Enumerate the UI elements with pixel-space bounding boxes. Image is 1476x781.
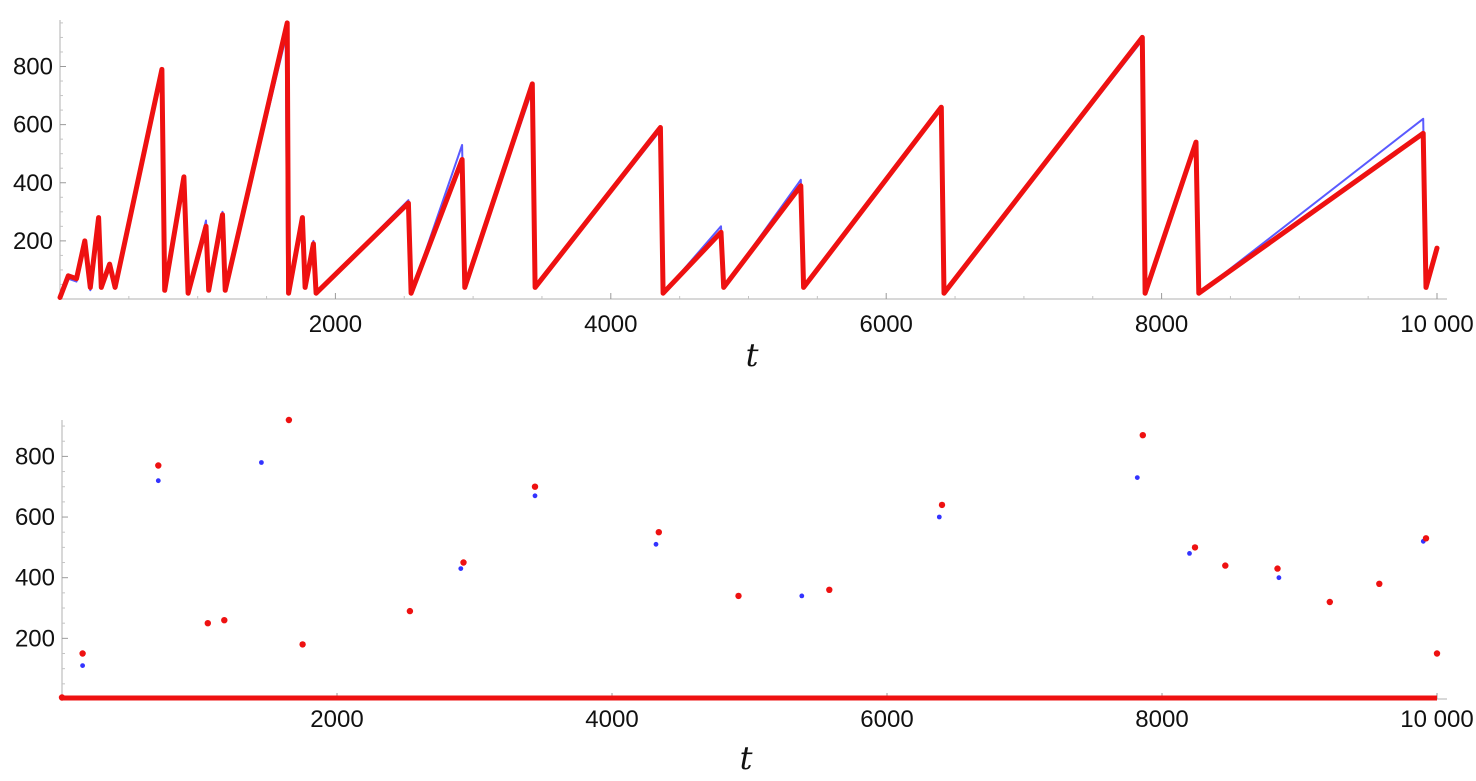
series-blue-point — [1276, 575, 1282, 581]
series-red-point — [655, 529, 662, 536]
series-blue-point — [936, 514, 942, 520]
series-red-point — [1222, 562, 1229, 569]
series-blue-point — [259, 460, 264, 465]
x-tick-label: 2000 — [309, 311, 362, 338]
x-tick-label: 2000 — [310, 706, 363, 733]
x-axis-title: t — [740, 739, 753, 777]
x-tick-label: 4000 — [584, 311, 637, 338]
x-tick-label: 6000 — [860, 311, 913, 338]
series-blue-point — [458, 566, 464, 571]
series-red-point — [285, 416, 293, 424]
series-red-point — [79, 650, 86, 657]
y-tick-label: 600 — [13, 112, 53, 139]
series-blue-point — [532, 493, 538, 499]
series-red-point — [1433, 650, 1441, 657]
x-tick-label: 10 000 — [1400, 706, 1473, 733]
series-red-point — [221, 617, 228, 624]
series-red-point — [1422, 535, 1430, 542]
series-red-point — [735, 592, 742, 600]
series-red-line — [57, 20, 1440, 300]
series-red-point — [1274, 565, 1281, 572]
series-red-point — [299, 641, 306, 648]
y-tick-label: 400 — [15, 565, 55, 592]
series-red-point — [826, 586, 833, 593]
y-tick-label: 800 — [15, 443, 55, 470]
bottom-scatter-chart: 2000 4000 6000 8000 10 000 200 400 600 800 t — [15, 416, 1474, 777]
series-red-point — [58, 694, 66, 701]
series-red-point — [204, 620, 211, 627]
y-tick-label: 200 — [15, 625, 55, 652]
x-tick-label: 6000 — [860, 706, 913, 733]
series-blue-point — [1134, 475, 1140, 480]
series-red-point — [406, 607, 414, 615]
series-blue-point — [799, 593, 805, 599]
top-line-chart: 2000 4000 6000 8000 10 000 200 400 600 800 t — [13, 20, 1474, 374]
series-red-point — [1139, 432, 1147, 439]
x-tick-label: 4000 — [585, 706, 638, 733]
y-tick-label: 200 — [13, 228, 53, 255]
x-axis-title: t — [746, 336, 759, 374]
y-tick-label: 800 — [13, 54, 53, 81]
x-tick-label: 8000 — [1135, 311, 1188, 338]
x-tick-label: 8000 — [1135, 706, 1188, 733]
series-red-point — [938, 501, 946, 509]
y-tick-label: 600 — [15, 504, 55, 531]
series-red-point — [1326, 598, 1334, 606]
series-red-point — [531, 483, 539, 490]
series-blue-point — [653, 541, 659, 547]
x-tick-label: 10 000 — [1400, 311, 1473, 338]
series-blue-point — [155, 478, 161, 484]
series-blue-point — [80, 663, 85, 668]
series-red-point — [1191, 544, 1199, 551]
series-red-point — [1376, 580, 1383, 587]
y-tick-label: 400 — [13, 170, 53, 197]
series-red-point — [155, 462, 162, 469]
series-red-point — [460, 559, 467, 566]
series-blue-point — [1187, 551, 1192, 556]
